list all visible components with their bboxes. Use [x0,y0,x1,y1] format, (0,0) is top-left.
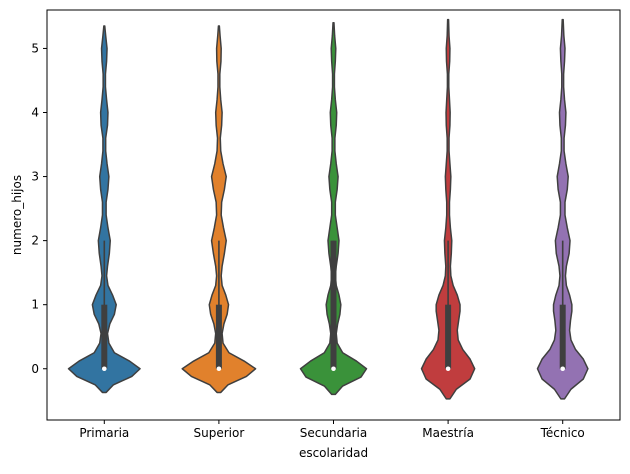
y-tick-label: 2 [31,234,39,248]
x-axis: Primaria Superior Secundaria Maestría Técnic… [79,420,585,440]
y-tick-label: 5 [31,41,39,55]
x-axis-label: escolaridad [299,446,368,460]
median-dot-secundaria [331,366,336,372]
median-dot-primaria [102,366,107,372]
median-dot-técnico [560,366,565,372]
iqr-box-técnico [559,304,566,369]
violin-secundaria [299,22,368,396]
x-tick-label: Maestría [422,426,474,440]
violin-superior [181,25,257,394]
violin-primaria [67,25,141,394]
y-tick-label: 1 [31,298,39,312]
iqr-box-superior [215,304,222,369]
iqr-box-secundaria [330,240,337,369]
y-axis-label: numero_hijos [10,175,24,255]
x-tick-label: Secundaria [300,426,367,440]
x-tick-label: Técnico [540,426,585,440]
x-tick-label: Primaria [79,426,129,440]
x-tick-label: Superior [194,426,245,440]
plot-frame [46,9,621,421]
median-dot-superior [216,366,222,372]
y-tick-label: 3 [31,170,39,184]
iqr-box-primaria [101,304,108,369]
violin-maestría [420,18,476,400]
inner-box-group [101,240,566,372]
y-tick-label: 4 [31,106,39,120]
y-tick-label: 0 [31,362,39,376]
violin-técnico [536,18,589,400]
iqr-box-maestría [445,304,452,369]
y-axis: 0 1 2 3 4 5 [31,41,47,376]
median-dot-maestría [445,366,451,372]
violin-group [67,18,589,400]
